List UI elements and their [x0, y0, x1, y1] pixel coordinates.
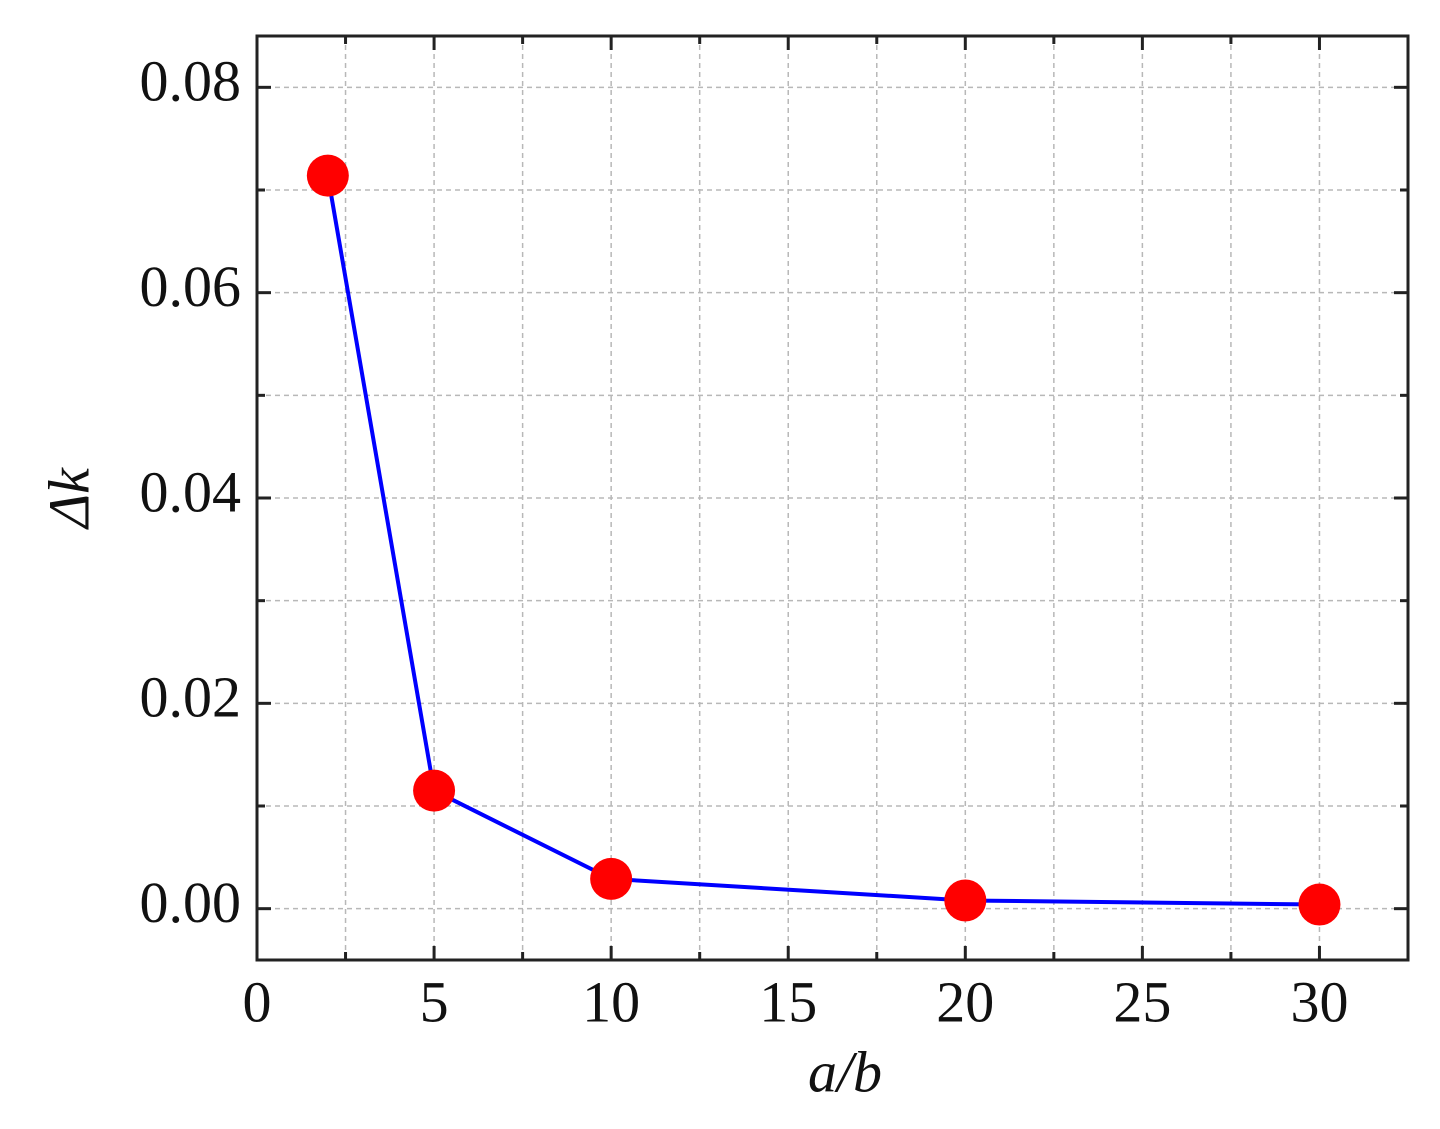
- data-point: [944, 879, 987, 922]
- x-tick-label: 10: [582, 969, 640, 1034]
- y-axis-label: Δk: [36, 467, 101, 530]
- data-point: [306, 154, 349, 197]
- data-point: [413, 769, 456, 812]
- y-tick-label: 0.00: [140, 870, 242, 935]
- x-tick-label: 5: [420, 969, 449, 1034]
- y-tick-label: 0.06: [140, 254, 242, 319]
- x-tick-label: 30: [1290, 969, 1348, 1034]
- x-axis-label: a/b: [808, 1039, 882, 1104]
- data-point: [1298, 883, 1341, 926]
- y-tick-label: 0.02: [140, 665, 242, 730]
- x-tick-label: 25: [1113, 969, 1171, 1034]
- x-tick-label: 0: [243, 969, 272, 1034]
- y-tick-label: 0.04: [140, 459, 242, 524]
- y-tick-label: 0.08: [140, 49, 242, 114]
- x-tick-label: 20: [936, 969, 994, 1034]
- data-line: [325, 175, 1320, 907]
- data-point: [590, 857, 633, 900]
- x-tick-label: 15: [759, 969, 817, 1034]
